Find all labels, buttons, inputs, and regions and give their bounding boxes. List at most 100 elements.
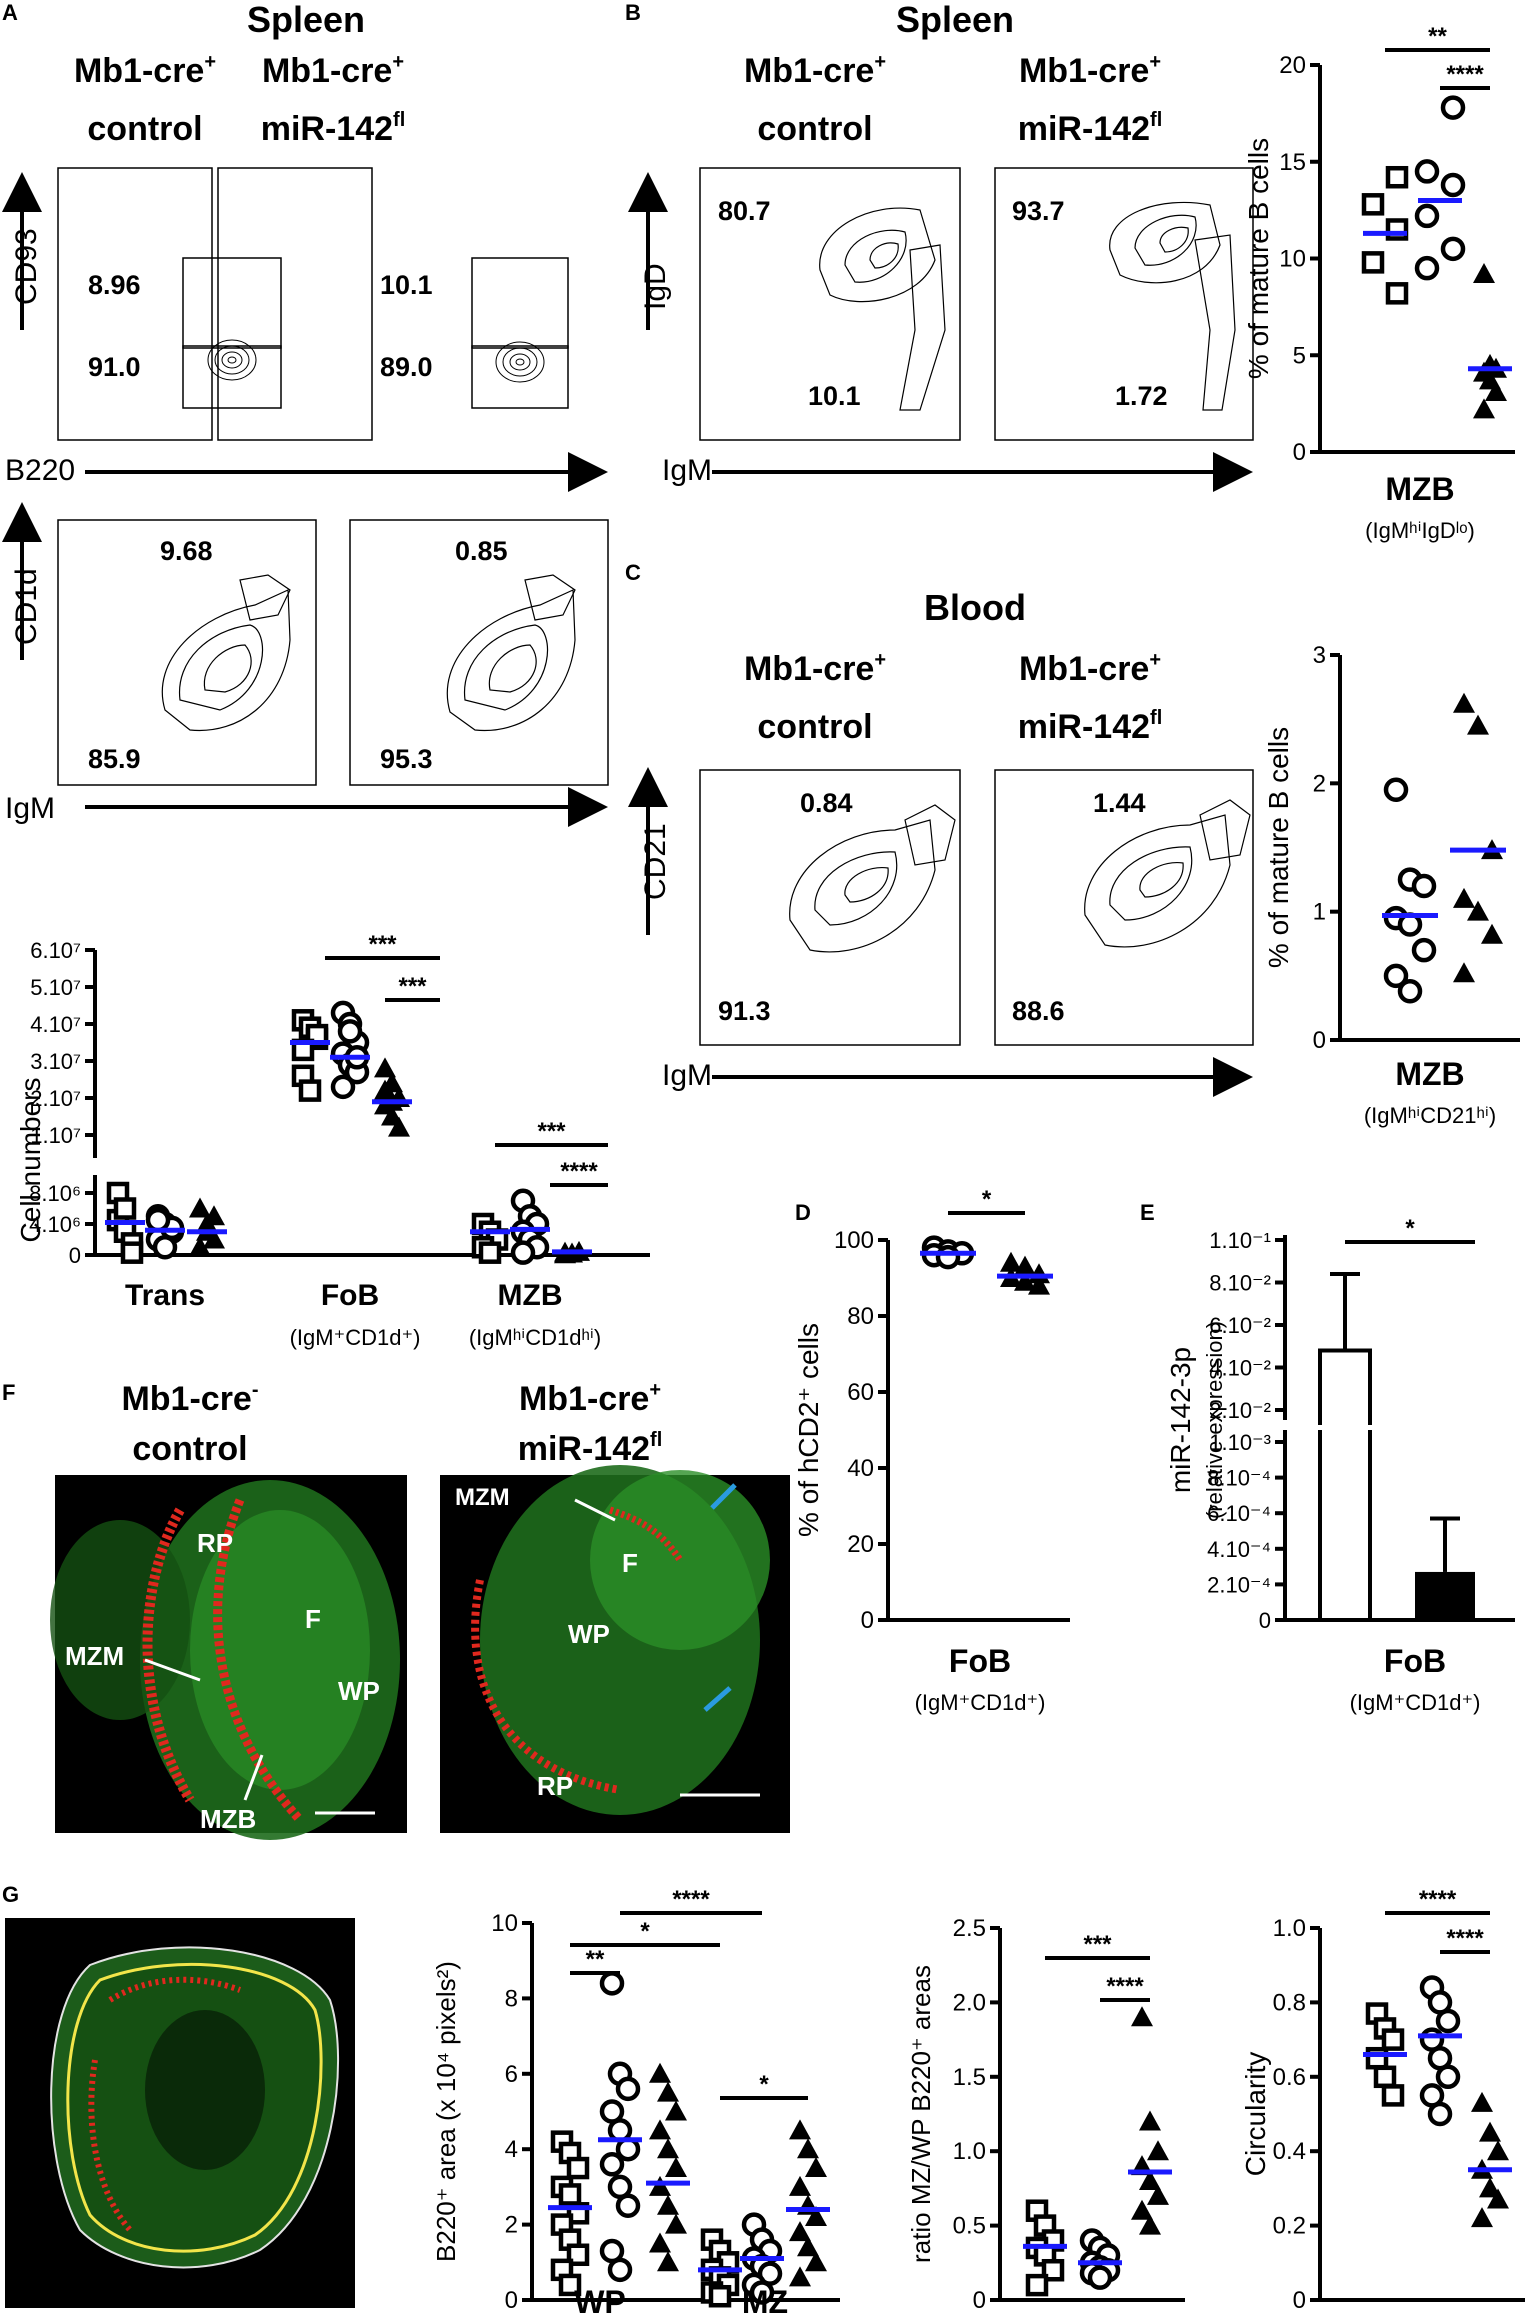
point-square-5 <box>120 1241 144 1264</box>
point-circle-5 <box>1414 255 1440 281</box>
point-triangle-6 <box>1453 962 1475 983</box>
svg-text:MZB: MZB <box>200 1804 256 1834</box>
flow-plot-a1-ko <box>217 167 373 441</box>
y-tick-label-4: 20 <box>1279 52 1306 79</box>
point-square-3 <box>1361 251 1385 274</box>
y-tick-label-2: 10 <box>1279 246 1306 273</box>
y-tick-label-lower-0: 0 <box>69 1243 81 1268</box>
point-triangle-18 <box>1479 2177 1501 2198</box>
panel-c-headers: Mb1-cre+ control Mb1-cre+ miR-142fl <box>744 649 1162 746</box>
svg-text:control: control <box>87 110 202 148</box>
flow-plot-a2-ctrl <box>57 519 317 786</box>
micrograph-ctrl: RP MZM F WP MZB <box>50 1475 407 1840</box>
point-circle-0 <box>1383 777 1409 802</box>
y-tick-label-0: 0 <box>973 2287 986 2313</box>
point-triangle-40 <box>388 1116 410 1137</box>
svg-text:RP: RP <box>197 1528 233 1558</box>
y-tick-label-l-3: 6.10⁻⁴ <box>1207 1501 1271 1526</box>
sig-label-0: * <box>982 1186 992 1213</box>
chart-g-ratio: 0 0.5 1.0 1.5 2.0 2.5 ratio MZ/WP B220⁺ areas *… <box>906 1915 1185 2314</box>
point-circle-54 <box>510 1240 536 1265</box>
y-tick-label-1: 0.2 <box>1273 2213 1306 2240</box>
svg-text:88.6: 88.6 <box>1012 996 1065 1026</box>
sig-label-3: * <box>759 2071 769 2098</box>
point-square-5 <box>1041 2258 1065 2282</box>
point-triangle-5 <box>1485 381 1507 402</box>
point-triangle-49 <box>789 2119 811 2140</box>
svg-text:10.1: 10.1 <box>808 381 861 411</box>
y-tick-label-upper-1: 2.10⁷ <box>30 1086 81 1111</box>
sig-label-1: **** <box>1446 61 1484 88</box>
y-tick-label-0: 0 <box>505 2287 518 2313</box>
sig-label-0: **** <box>1419 1886 1457 1913</box>
point-triangle-16 <box>1139 2110 1161 2131</box>
y-tick-label-5: 2.5 <box>953 1915 986 1942</box>
y-tick-label-l-0: 0 <box>1259 1608 1271 1633</box>
y-tick-label-0: 0 <box>1293 439 1306 466</box>
y-tick-label-4: 0.8 <box>1273 1989 1306 2016</box>
point-triangle-51 <box>805 2157 827 2178</box>
point-circle-33 <box>337 1019 363 1044</box>
gate-a1-ctrl-top: 8.96 <box>88 270 141 300</box>
point-square-6 <box>1025 2273 1049 2297</box>
point-square-3 <box>1365 2046 1389 2070</box>
sig-label-1: **** <box>1446 1925 1484 1952</box>
y-tick-label-5: 1.0 <box>1273 1915 1306 1942</box>
point-triangle-1 <box>1467 714 1489 735</box>
point-circle-10 <box>152 1235 178 1260</box>
point-triangle-16 <box>189 1236 211 1257</box>
panel-a-flow-row2: CD1d IgM 9.68 85.9 0.85 95.3 <box>1 502 609 827</box>
svg-text:IgM: IgM <box>662 454 712 487</box>
panel-c-tissue: Blood <box>924 587 1026 628</box>
y-tick-label-5: 100 <box>834 1227 874 1254</box>
y-tick-label-upper-5: 6.10⁷ <box>30 938 81 963</box>
bar-ko <box>1415 1571 1475 1620</box>
blue-arrow-2 <box>703 1686 732 1712</box>
point-triangle-29 <box>657 2194 679 2215</box>
point-circle-32 <box>330 1074 356 1100</box>
point-triangle-50 <box>797 2138 819 2159</box>
svg-text:CD21: CD21 <box>639 823 672 900</box>
point-circle-12 <box>145 1207 171 1233</box>
y-tick-label-3: 1.5 <box>953 2064 986 2091</box>
y-tick-label-4: 8 <box>505 1985 518 2012</box>
micrograph-g <box>5 1918 355 2308</box>
sig-label-0: *** <box>368 931 397 958</box>
svg-text:B220: B220 <box>5 454 75 487</box>
y-tick-label-1: 1 <box>1313 899 1326 926</box>
point-circle-48 <box>749 2280 775 2305</box>
point-circle-6 <box>1383 963 1409 989</box>
panel-letter-d: D <box>795 1200 811 1225</box>
svg-text:93.7: 93.7 <box>1012 196 1065 226</box>
y-tick-label-1: 20 <box>847 1531 874 1558</box>
svg-text:IgM: IgM <box>662 1059 712 1092</box>
gate-a1-ko-top: 10.1 <box>380 270 433 300</box>
panel-letter-a: A <box>2 0 18 25</box>
point-triangle-23 <box>657 2081 679 2102</box>
point-triangle-32 <box>657 2251 679 2272</box>
svg-text:Mb1-cre+: Mb1-cre+ <box>519 1379 661 1418</box>
panel-b-headers: Mb1-cre+ control Mb1-cre+ miR-142fl <box>744 51 1162 148</box>
panel-letter-f: F <box>2 1380 15 1405</box>
point-circle-14 <box>1087 2265 1113 2290</box>
y-tick-label-2: 2 <box>1313 770 1326 797</box>
chart-d-scatter: 0 20 40 60 80 100 % of hCD2⁺ cells * FoB (IgM⁺CD1… <box>793 1186 1070 1715</box>
point-triangle-0 <box>1453 692 1475 713</box>
y-tick-label-u-0: 2.10⁻² <box>1209 1398 1271 1423</box>
point-triangle-18 <box>203 1205 225 1226</box>
point-circle-2 <box>1411 873 1437 899</box>
y-tick-label-1: 0.5 <box>953 2213 986 2240</box>
point-circle-5 <box>1411 937 1437 963</box>
y-axis-label: % of hCD2⁺ cells <box>793 1323 824 1537</box>
point-triangle-17 <box>1147 2140 1169 2161</box>
chart-c-scatter: 0 1 2 3 % of mature B cells MZB (IgMʰⁱCD21ʰⁱ) <box>1263 642 1520 1128</box>
panel-b-flow: IgD IgM 80.7 10.1 93.7 1.72 <box>628 167 1254 492</box>
sig-label-0: ** <box>586 1946 605 1973</box>
point-circle-4 <box>1440 236 1466 262</box>
x-category-1: FoB <box>321 1279 379 1312</box>
point-triangle-25 <box>649 2119 671 2140</box>
blue-arrow-1 <box>710 1483 737 1510</box>
y-tick-label-3: 3 <box>1313 642 1326 669</box>
y-tick-label-u-2: 6.10⁻² <box>1209 1313 1271 1338</box>
x-category-sub-1: (IgM⁺CD1d⁺) <box>290 1325 421 1350</box>
